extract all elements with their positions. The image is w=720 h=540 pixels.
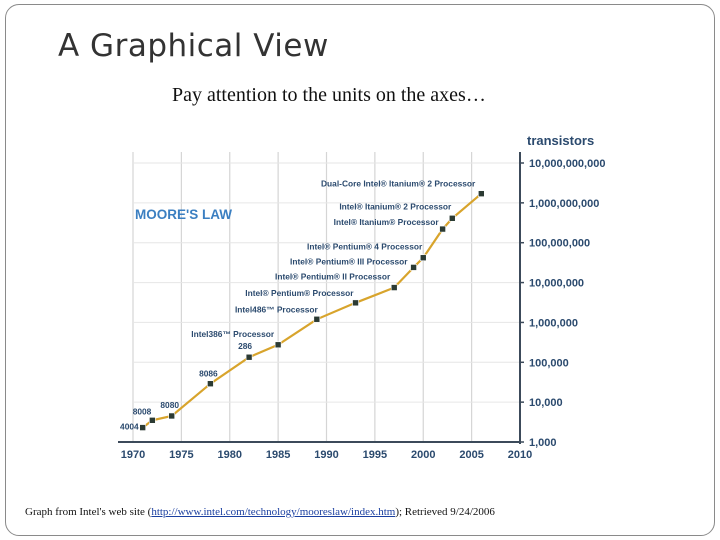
data-point [313, 315, 321, 323]
data-label: 8008 [133, 406, 152, 416]
source-footnote: Graph from Intel's web site (http://www.… [25, 506, 495, 518]
data-point [352, 299, 359, 307]
series-layer [139, 190, 485, 431]
data-label: Intel® Pentium® III Processor [290, 256, 408, 266]
x-tick-label: 1995 [363, 449, 387, 461]
x-tick-label: 1975 [169, 449, 193, 461]
data-point [168, 412, 175, 420]
axis-layer: 1970 1975 1980 1985 1990 1995 2000 2005 20101,00… [118, 152, 605, 461]
data-label: 286 [238, 341, 252, 351]
y-tick-label: 10,000,000,000 [529, 158, 605, 170]
x-tick-label: 1990 [314, 449, 338, 461]
data-point [477, 190, 485, 197]
data-point [448, 214, 456, 222]
data-label: 8080 [160, 400, 179, 410]
x-tick-label: 1970 [121, 449, 145, 461]
data-point [419, 254, 427, 262]
data-label: Intel® Pentium® Processor [245, 288, 354, 298]
footnote-prefix: Graph from Intel's web site ( [25, 506, 152, 518]
data-label: Intel® Itanium® 2 Processor [339, 201, 452, 211]
y-tick-label: 1,000,000,000 [529, 198, 599, 210]
slide [5, 4, 715, 536]
data-point [439, 225, 446, 233]
trend-line [142, 192, 483, 429]
data-point [149, 417, 156, 424]
x-tick-label: 2005 [459, 449, 483, 461]
chart-title: MOORE'S LAW [135, 207, 232, 222]
data-point [274, 341, 282, 349]
label-layer: 4004 8008 8080 8086 286 Intel386™ Processor In… [120, 179, 476, 432]
data-label: Intel® Itanium® Processor [334, 217, 440, 227]
data-label: Intel® Pentium® 4 Processor [307, 242, 423, 252]
x-tick-label: 2000 [411, 449, 435, 461]
footnote-suffix: ); Retrieved 9/24/2006 [395, 506, 495, 518]
y-tick-label: 1,000,000 [529, 317, 578, 329]
data-label: Dual-Core Intel® Itanium® 2 Processor [321, 179, 476, 189]
data-point [245, 353, 253, 361]
x-tick-label: 1985 [266, 449, 290, 461]
source-link[interactable]: http://www.intel.com/technology/mooresla… [151, 506, 396, 518]
data-point [390, 284, 398, 291]
y-tick-label: 100,000 [529, 357, 569, 369]
x-tick-label: 2010 [508, 449, 532, 461]
y-tick-label: 100,000,000 [529, 238, 590, 250]
data-point [139, 424, 146, 431]
data-label: Intel® Pentium® II Processor [275, 272, 391, 282]
data-label: 4004 [120, 422, 139, 432]
slide-title: A Graphical View [58, 28, 329, 64]
y-axis-title: transistors [527, 133, 594, 148]
y-tick-label: 10,000 [529, 397, 563, 409]
data-label: 8086 [199, 369, 218, 379]
y-tick-label: 10,000,000 [529, 278, 584, 290]
y-tick-label: 1,000 [529, 437, 557, 449]
slide-subtitle: Pay attention to the units on the axes… [172, 84, 486, 106]
data-point [410, 264, 417, 271]
data-label: Intel486™ Processor [235, 304, 319, 314]
x-tick-label: 1980 [218, 449, 242, 461]
data-point [207, 380, 214, 388]
data-label: Intel386™ Processor [191, 329, 275, 339]
